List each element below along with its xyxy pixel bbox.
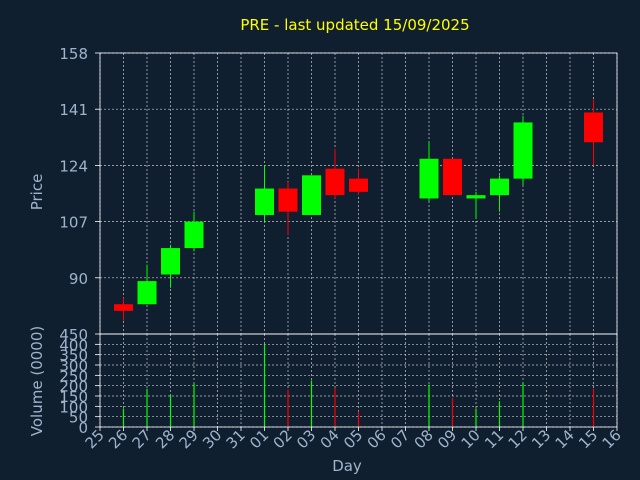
day-tick-label: 02 bbox=[270, 426, 296, 452]
candle-body-up bbox=[255, 188, 274, 215]
volume-bar bbox=[428, 384, 430, 427]
volume-bar bbox=[169, 394, 172, 427]
volume-tick-label: 300 bbox=[59, 357, 88, 375]
volume-bar bbox=[122, 408, 125, 427]
price-tick-label: 124 bbox=[59, 157, 88, 175]
day-tick-label: 06 bbox=[364, 426, 390, 452]
chart-title: PRE - last updated 15/09/2025 bbox=[240, 16, 469, 34]
volume-bar bbox=[522, 382, 524, 427]
candle-body-up bbox=[490, 178, 509, 196]
day-tick-label: 29 bbox=[176, 426, 202, 452]
day-tick-label: 05 bbox=[340, 426, 366, 452]
volume-bar bbox=[334, 387, 336, 427]
volume-bar bbox=[357, 411, 360, 427]
price-candles bbox=[114, 99, 603, 321]
day-axis-label: Day bbox=[332, 457, 362, 475]
volume-tick-label: 450 bbox=[59, 326, 88, 344]
volume-tick-label: 200 bbox=[59, 378, 88, 396]
day-tick-label: 14 bbox=[552, 426, 578, 452]
volume-bar bbox=[498, 401, 501, 427]
day-tick-label: 01 bbox=[246, 426, 272, 452]
volume-bar bbox=[193, 383, 195, 427]
day-tick-label: 10 bbox=[458, 426, 484, 452]
volume-bar bbox=[475, 408, 477, 427]
volume-bar bbox=[451, 398, 454, 427]
volume-bars bbox=[122, 344, 595, 427]
candle-body-down bbox=[114, 304, 133, 311]
volume-bar bbox=[146, 388, 148, 427]
day-tick-label: 13 bbox=[528, 426, 554, 452]
candle-body-up bbox=[419, 158, 439, 199]
candle-body-down bbox=[584, 112, 603, 143]
day-tick-label: 08 bbox=[411, 426, 437, 452]
volume-tick-label: 0 bbox=[78, 419, 88, 437]
candle-body-up bbox=[302, 175, 321, 215]
day-tick-label: 03 bbox=[293, 426, 319, 452]
candle-body-up bbox=[466, 195, 486, 199]
day-tick-label: 11 bbox=[481, 426, 507, 452]
day-tick-label: 15 bbox=[575, 426, 601, 452]
volume-tick-label: 350 bbox=[59, 347, 88, 365]
candle-body-down bbox=[349, 178, 368, 192]
volume-tick-label: 50 bbox=[69, 409, 88, 427]
candle-body-up bbox=[161, 248, 180, 275]
candle-body-up bbox=[513, 122, 533, 179]
price-tick-label: 141 bbox=[59, 101, 88, 119]
volume-tick-label: 100 bbox=[59, 398, 88, 416]
volume-bar bbox=[263, 344, 266, 427]
price-tick-label: 90 bbox=[69, 270, 88, 288]
day-tick-label: 16 bbox=[599, 426, 625, 452]
volume-bar bbox=[592, 388, 595, 427]
volume-tick-label: 400 bbox=[59, 336, 88, 354]
day-tick-label: 28 bbox=[152, 426, 178, 452]
candle-body-down bbox=[278, 188, 298, 212]
candle-body-down bbox=[325, 168, 345, 196]
volume-bar bbox=[310, 380, 313, 427]
day-tick-label: 04 bbox=[317, 426, 343, 452]
day-axis-ticks: 2526272829303101020304050607080910111213… bbox=[82, 426, 625, 452]
day-tick-label: 12 bbox=[505, 426, 531, 452]
day-tick-label: 31 bbox=[223, 426, 249, 452]
day-tick-label: 27 bbox=[129, 426, 155, 452]
price-axis-ticks: 90 107 124 141 158 bbox=[59, 45, 100, 288]
candle-body-up bbox=[137, 281, 157, 305]
day-tick-label: 07 bbox=[387, 426, 413, 452]
volume-tick-label: 150 bbox=[59, 388, 88, 406]
volume-tick-label: 250 bbox=[59, 367, 88, 385]
price-tick-label: 107 bbox=[59, 214, 88, 232]
candle-body-down bbox=[443, 158, 462, 196]
day-tick-label: 26 bbox=[105, 426, 131, 452]
volume-axis-label: Volume (0000) bbox=[28, 326, 46, 436]
candle-body-up bbox=[184, 221, 204, 249]
price-tick-label: 158 bbox=[59, 45, 88, 63]
day-tick-label: 09 bbox=[434, 426, 460, 452]
price-axis-label: Price bbox=[28, 174, 46, 211]
volume-bar bbox=[287, 389, 289, 427]
day-tick-label: 30 bbox=[199, 426, 225, 452]
